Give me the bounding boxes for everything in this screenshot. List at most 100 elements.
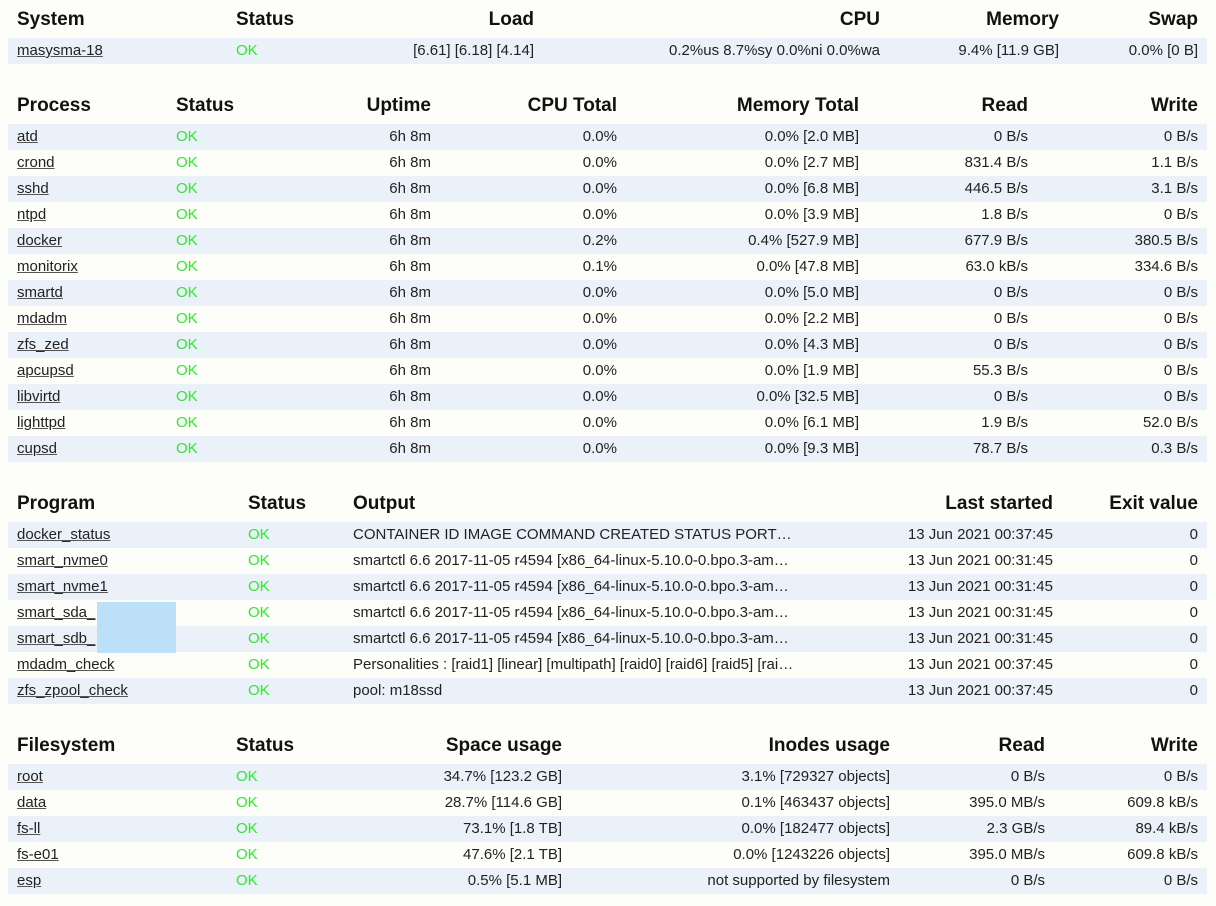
system-cpu: 0.2%us 8.7%sy 0.0%ni 0.0%wa bbox=[543, 38, 889, 64]
header-status: Status bbox=[176, 94, 235, 116]
program-link[interactable]: smart_nvme1 bbox=[17, 578, 108, 595]
process-link[interactable]: monitorix bbox=[17, 258, 78, 275]
program-link[interactable]: zfs_zpool_check bbox=[17, 682, 128, 699]
process-row: monitorix OK 6h 8m 0.1% 0.0% [47.8 MB] 63.0 k… bbox=[8, 254, 1207, 280]
status-badge: OK bbox=[167, 358, 283, 384]
status-badge: OK bbox=[167, 384, 283, 410]
program-link-cell: smart_nvme0 bbox=[8, 548, 239, 574]
process-memory-total: 0.0% [2.0 MB] bbox=[626, 124, 868, 150]
process-link-cell: lighttpd bbox=[8, 410, 167, 436]
header-status: Status bbox=[236, 8, 295, 30]
program-output: smartctl 6.6 2017-11-05 r4594 [x86_64-li… bbox=[344, 574, 834, 600]
filesystem-link[interactable]: data bbox=[17, 794, 47, 811]
filesystem-read: 395.0 MB/s bbox=[899, 842, 1054, 868]
process-link[interactable]: cupsd bbox=[17, 440, 58, 457]
process-link-cell: ntpd bbox=[8, 202, 167, 228]
process-uptime: 6h 8m bbox=[283, 254, 440, 280]
process-memory-total: 0.0% [6.1 MB] bbox=[626, 410, 868, 436]
process-memory-total: 0.0% [6.8 MB] bbox=[626, 176, 868, 202]
program-link[interactable]: docker_status bbox=[17, 526, 111, 543]
system-row: masysma-18 OK [6.61] [6.18] [4.14] 0.2%u… bbox=[8, 38, 1207, 64]
process-read: 831.4 B/s bbox=[868, 150, 1037, 176]
process-link[interactable]: libvirtd bbox=[17, 388, 61, 405]
program-link[interactable]: mdadm_check bbox=[17, 656, 115, 673]
process-link[interactable]: zfs_zed bbox=[17, 336, 69, 353]
process-link-cell: sshd bbox=[8, 176, 167, 202]
process-cpu-total: 0.0% bbox=[440, 410, 626, 436]
filesystem-row: root OK 34.7% [123.2 GB] 3.1% [729327 objec… bbox=[8, 764, 1207, 790]
process-memory-total: 0.4% [527.9 MB] bbox=[626, 228, 868, 254]
filesystem-row: fs-e01 OK 47.6% [2.1 TB] 0.0% [1243226 obje… bbox=[8, 842, 1207, 868]
filesystem-read: 0 B/s bbox=[899, 764, 1054, 790]
filesystem-link[interactable]: esp bbox=[17, 872, 42, 889]
process-uptime: 6h 8m bbox=[283, 410, 440, 436]
process-uptime: 6h 8m bbox=[283, 280, 440, 306]
process-read: 1.9 B/s bbox=[868, 410, 1037, 436]
process-link[interactable]: crond bbox=[17, 154, 55, 171]
system-link[interactable]: masysma-18 bbox=[17, 42, 103, 59]
process-cpu-total: 0.0% bbox=[440, 332, 626, 358]
program-link[interactable]: smart_sdb_ bbox=[17, 630, 96, 647]
header-process: Process bbox=[17, 94, 91, 116]
program-exit-value: 0 bbox=[1062, 574, 1207, 600]
header-memory-total: Memory Total bbox=[736, 94, 859, 116]
process-memory-total: 0.0% [4.3 MB] bbox=[626, 332, 868, 358]
process-memory-total: 0.0% [2.7 MB] bbox=[626, 150, 868, 176]
program-output: CONTAINER ID IMAGE COMMAND CREATED STATU… bbox=[344, 522, 834, 548]
program-output: smartctl 6.6 2017-11-05 r4594 [x86_64-li… bbox=[344, 548, 834, 574]
status-badge: OK bbox=[227, 842, 347, 868]
process-row: sshd OK 6h 8m 0.0% 0.0% [6.8 MB] 446.5 B/s 3.1… bbox=[8, 176, 1207, 202]
program-last-started: 13 Jun 2021 00:37:45 bbox=[834, 522, 1062, 548]
filesystem-write: 0 B/s bbox=[1054, 868, 1207, 894]
status-badge: OK bbox=[239, 522, 344, 548]
filesystem-link-cell: esp bbox=[8, 868, 227, 894]
process-memory-total: 0.0% [9.3 MB] bbox=[626, 436, 868, 462]
process-uptime: 6h 8m bbox=[283, 124, 440, 150]
process-memory-total: 0.0% [2.2 MB] bbox=[626, 306, 868, 332]
process-link[interactable]: ntpd bbox=[17, 206, 47, 223]
process-read: 63.0 kB/s bbox=[868, 254, 1037, 280]
process-link[interactable]: apcupsd bbox=[17, 362, 74, 379]
process-uptime: 6h 8m bbox=[283, 306, 440, 332]
process-table-body: atd OK 6h 8m 0.0% 0.0% [2.0 MB] 0 B/s 0 B/s cro… bbox=[8, 124, 1207, 462]
system-table: System Status Load CPU Memory Swap masys… bbox=[8, 3, 1207, 64]
process-read: 1.8 B/s bbox=[868, 202, 1037, 228]
process-link[interactable]: sshd bbox=[17, 180, 49, 197]
status-badge: OK bbox=[167, 306, 283, 332]
process-link[interactable]: docker bbox=[17, 232, 63, 249]
process-cpu-total: 0.1% bbox=[440, 254, 626, 280]
status-badge: OK bbox=[167, 280, 283, 306]
process-link[interactable]: smartd bbox=[17, 284, 63, 301]
program-row: smart_sdb_ OK smartctl 6.6 2017-11-05 r459… bbox=[8, 626, 1207, 652]
program-row: smart_sda_ OK smartctl 6.6 2017-11-05 r459… bbox=[8, 600, 1207, 626]
process-link-cell: monitorix bbox=[8, 254, 167, 280]
process-cpu-total: 0.0% bbox=[440, 384, 626, 410]
status-badge: OK bbox=[167, 254, 283, 280]
process-read: 677.9 B/s bbox=[868, 228, 1037, 254]
process-cpu-total: 0.2% bbox=[440, 228, 626, 254]
process-link[interactable]: atd bbox=[17, 128, 38, 145]
filesystem-link[interactable]: root bbox=[17, 768, 43, 785]
process-header-row: Process Status Uptime CPU Total Memory T… bbox=[8, 89, 1207, 124]
status-badge: OK bbox=[167, 436, 283, 462]
process-cpu-total: 0.0% bbox=[440, 124, 626, 150]
filesystem-table: Filesystem Status Space usage Inodes usa… bbox=[8, 729, 1207, 894]
process-write: 3.1 B/s bbox=[1037, 176, 1207, 202]
program-last-started: 13 Jun 2021 00:31:45 bbox=[834, 600, 1062, 626]
program-output: smartctl 6.6 2017-11-05 r4594 [x86_64-li… bbox=[344, 626, 834, 652]
process-write: 0 B/s bbox=[1037, 202, 1207, 228]
filesystem-link[interactable]: fs-ll bbox=[17, 820, 41, 837]
process-link[interactable]: lighttpd bbox=[17, 414, 66, 431]
header-uptime: Uptime bbox=[366, 94, 431, 116]
system-load: [6.61] [6.18] [4.14] bbox=[347, 38, 543, 64]
program-link[interactable]: smart_nvme0 bbox=[17, 552, 108, 569]
program-link[interactable]: smart_sda_ bbox=[17, 604, 96, 621]
process-row: ntpd OK 6h 8m 0.0% 0.0% [3.9 MB] 1.8 B/s 0 B/s bbox=[8, 202, 1207, 228]
process-link-cell: zfs_zed bbox=[8, 332, 167, 358]
process-read: 446.5 B/s bbox=[868, 176, 1037, 202]
process-link-cell: crond bbox=[8, 150, 167, 176]
process-read: 78.7 B/s bbox=[868, 436, 1037, 462]
process-read: 0 B/s bbox=[868, 384, 1037, 410]
process-link[interactable]: mdadm bbox=[17, 310, 68, 327]
filesystem-link[interactable]: fs-e01 bbox=[17, 846, 59, 863]
